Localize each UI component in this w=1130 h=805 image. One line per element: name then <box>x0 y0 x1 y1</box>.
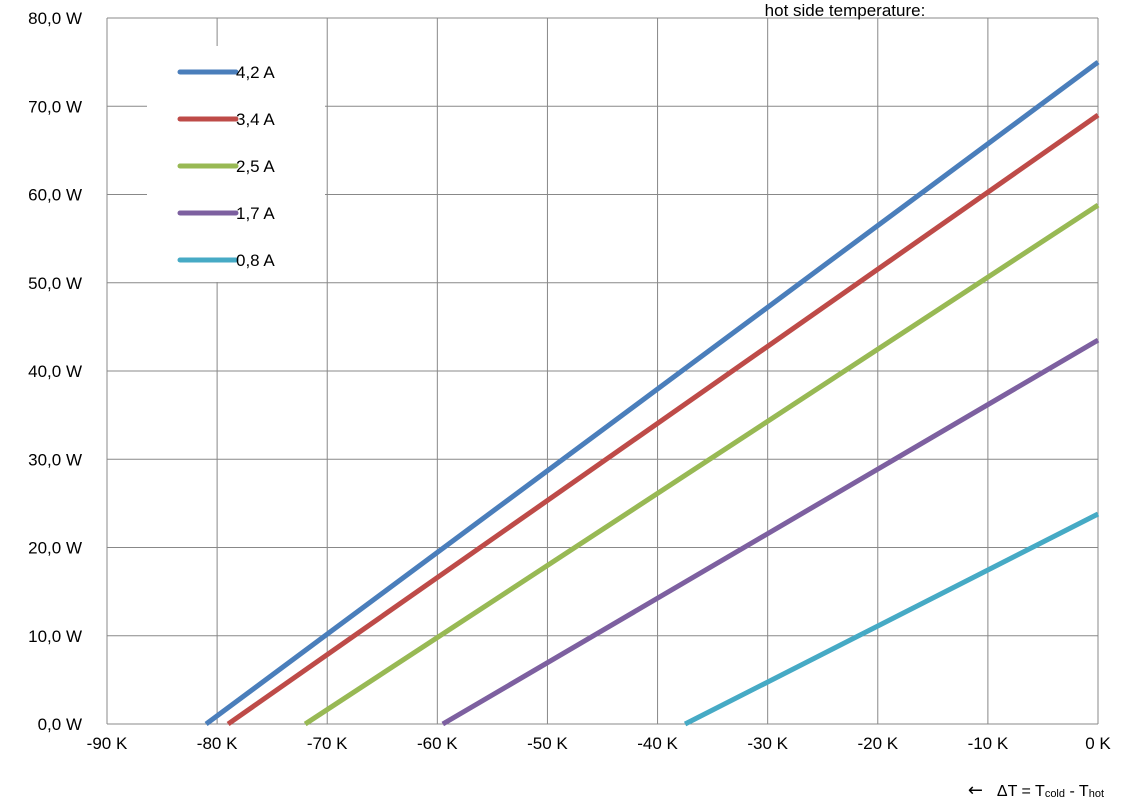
y-tick-label: 10,0 W <box>28 627 82 646</box>
legend: 4,2 A 3,4 A 2,5 A 1,7 A 0,8 A <box>147 46 325 282</box>
x-tick-label: -30 K <box>747 734 788 753</box>
legend-label: 2,5 A <box>236 157 275 176</box>
y-tick-label: 80,0 W <box>28 9 82 28</box>
series-line-1 <box>226 113 1100 727</box>
x-tick-label: -70 K <box>307 734 348 753</box>
annotation-top: hot side temperature: <box>765 1 926 20</box>
x-tick-label: 0 K <box>1085 734 1111 753</box>
legend-label: 0,8 A <box>236 251 275 270</box>
x-tick-label: -10 K <box>968 734 1009 753</box>
x-tick-label: -20 K <box>857 734 898 753</box>
series-line-4 <box>683 511 1100 727</box>
subscript-cold: cold <box>1044 788 1065 800</box>
series-line-0 <box>204 60 1100 727</box>
x-axis-note: ← ΔT = Tcold - Thot <box>968 780 1104 801</box>
subscript-hot: hot <box>1088 788 1104 800</box>
x-tick-label: -60 K <box>417 734 458 753</box>
series-line-3 <box>441 337 1100 727</box>
y-tick-label: 50,0 W <box>28 274 82 293</box>
x-tick-label: -40 K <box>637 734 678 753</box>
tick-labels: -90 K -80 K -70 K -60 K -50 K -40 K -30 K -20 K… <box>28 9 1111 753</box>
delta-t-label: ΔT = T <box>996 783 1045 800</box>
legend-label: 4,2 A <box>236 63 275 82</box>
y-tick-label: 60,0 W <box>28 186 82 205</box>
y-tick-label: 40,0 W <box>28 362 82 381</box>
minus-t-label: - T <box>1065 783 1089 800</box>
legend-label: 1,7 A <box>236 204 275 223</box>
y-tick-label: 70,0 W <box>28 97 82 116</box>
legend-label: 3,4 A <box>236 110 275 129</box>
y-tick-label: 0,0 W <box>38 715 82 734</box>
x-tick-label: -90 K <box>87 734 128 753</box>
y-tick-label: 30,0 W <box>28 450 82 469</box>
series-line-2 <box>303 203 1100 727</box>
x-tick-label: -80 K <box>197 734 238 753</box>
y-tick-label: 20,0 W <box>28 539 82 558</box>
left-arrow-icon: ← <box>967 780 983 801</box>
x-tick-label: -50 K <box>527 734 568 753</box>
series-lines <box>204 60 1100 727</box>
